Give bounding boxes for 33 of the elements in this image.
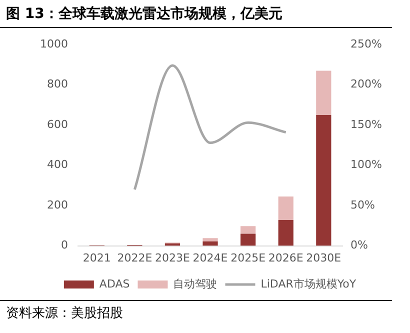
- y-tick-label: 200: [46, 198, 68, 212]
- legend-label: 自动驾驶: [173, 277, 218, 290]
- y-tick-label: 600: [46, 118, 68, 131]
- y2-tick-label: 150%: [350, 118, 382, 131]
- bar: [316, 115, 332, 246]
- x-tick-label: 2024E: [192, 251, 228, 264]
- y2-tick-label: 250%: [350, 37, 382, 50]
- y2-tick-label: 0%: [350, 238, 368, 252]
- chart-title: 图 13：全球车载激光雷达市场规模，亿美元: [0, 0, 392, 28]
- text: 资料来源：美股招股: [0, 300, 392, 325]
- x-tick-label: 2026E: [268, 251, 304, 264]
- y-tick-label: 400: [46, 158, 68, 172]
- y2-tick-label: 50%: [350, 198, 376, 212]
- y2-tick-label: 100%: [350, 158, 382, 172]
- x-tick-label: 2030E: [306, 251, 342, 264]
- bar: [240, 226, 256, 234]
- bar: [278, 196, 294, 220]
- bar: [316, 70, 332, 116]
- y2-tick-label: 200%: [350, 78, 382, 91]
- bar: [240, 234, 256, 246]
- y-tick-label: 1000: [40, 37, 68, 50]
- legend-label: ADAS: [99, 277, 130, 290]
- bar: [278, 220, 294, 246]
- legend-label: LiDAR市场规模YoY: [260, 277, 356, 290]
- bar: [202, 238, 218, 242]
- y-tick-label: 800: [46, 78, 68, 91]
- y-tick-label: 0: [60, 238, 68, 252]
- x-tick-label: 2025E: [230, 251, 266, 264]
- bar: [202, 241, 218, 246]
- line-series: [133, 64, 288, 191]
- x-tick-label: 2022E: [117, 251, 152, 264]
- x-tick-label: 2023E: [155, 251, 190, 264]
- x-tick-label: 2021: [82, 251, 111, 264]
